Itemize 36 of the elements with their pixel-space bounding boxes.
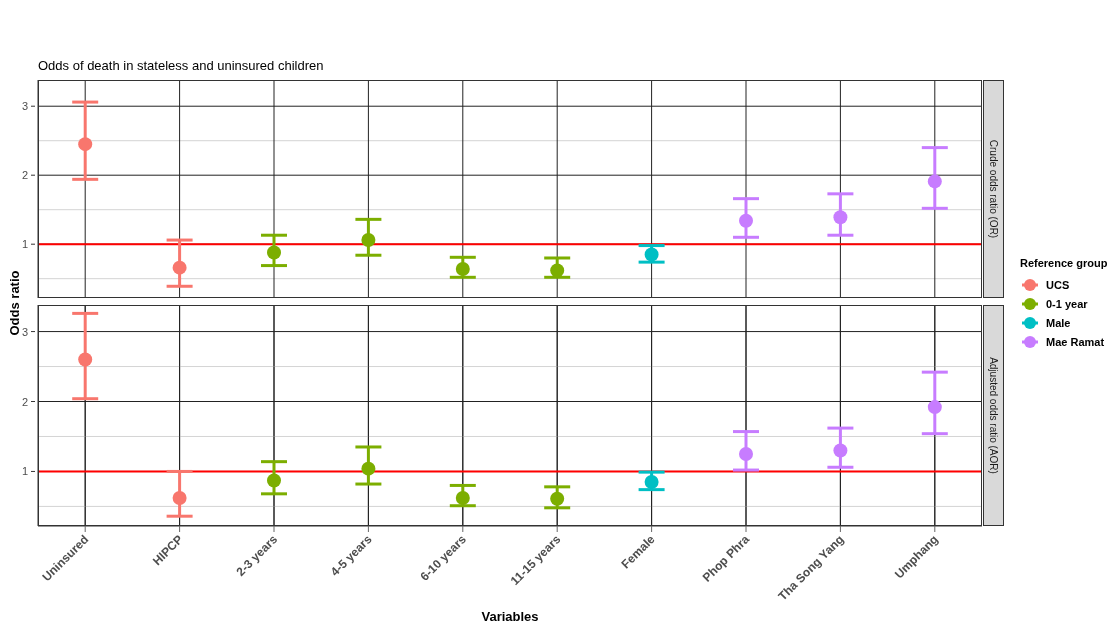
point xyxy=(739,213,753,228)
point xyxy=(455,262,470,277)
legend-title: Reference group xyxy=(1020,257,1108,269)
legend-label: UCS xyxy=(1046,278,1070,291)
text: Crude odds ratio (OR) xyxy=(987,139,999,239)
y-tick-label: 2 xyxy=(21,169,28,182)
point xyxy=(550,491,565,506)
y-tick-label: 1 xyxy=(21,465,28,478)
point xyxy=(833,210,848,225)
point xyxy=(172,491,187,506)
point xyxy=(267,245,281,260)
point xyxy=(78,352,93,367)
text: Adjusted odds ratio (AOR) xyxy=(987,357,999,474)
point xyxy=(927,400,942,415)
legend-label: 0-1 year xyxy=(1046,297,1088,310)
point xyxy=(927,174,942,189)
point xyxy=(361,461,376,476)
legend-label: Mae Ramat xyxy=(1046,335,1105,348)
y-tick-label: 2 xyxy=(21,395,28,408)
point xyxy=(833,443,848,458)
y-tick-label: 3 xyxy=(21,325,28,338)
point xyxy=(739,446,753,461)
chart-title: Odds of death in stateless and uninsured children xyxy=(38,58,324,73)
point xyxy=(550,263,565,278)
point xyxy=(172,260,187,275)
y-tick-label: 3 xyxy=(21,100,28,113)
point xyxy=(644,474,659,489)
x-axis-title: Variables xyxy=(481,609,539,623)
point xyxy=(361,233,376,248)
y-axis-title: Odds ratio xyxy=(6,270,22,336)
point xyxy=(267,473,281,488)
point xyxy=(78,137,93,152)
point xyxy=(644,247,659,262)
y-tick-label: 1 xyxy=(21,238,28,251)
point xyxy=(455,491,470,506)
legend-label: Male xyxy=(1046,316,1071,329)
